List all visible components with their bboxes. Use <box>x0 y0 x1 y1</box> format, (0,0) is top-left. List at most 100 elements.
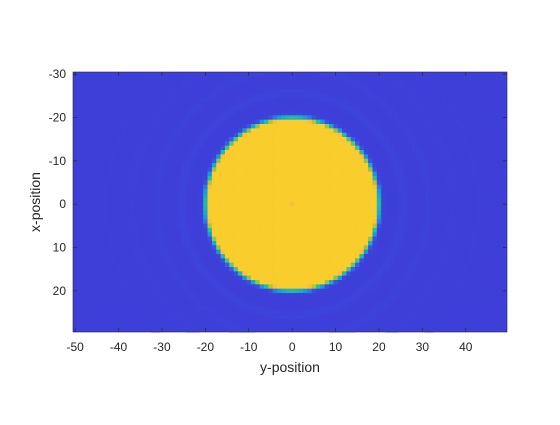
heatmap-cell <box>246 228 252 233</box>
heatmap-cell <box>424 206 430 211</box>
x-tick-label: -10 <box>240 340 258 354</box>
heatmap-cell <box>450 202 456 207</box>
heatmap-cell <box>194 102 200 107</box>
heatmap-cell <box>394 119 399 125</box>
heatmap-cell <box>250 102 256 107</box>
heatmap-cell <box>333 76 339 81</box>
heatmap-cell <box>329 158 334 164</box>
heatmap-cell <box>237 141 243 146</box>
heatmap-cell <box>194 293 200 298</box>
heatmap-cell <box>311 197 317 203</box>
heatmap-cell <box>185 241 191 246</box>
heatmap-cell <box>203 271 208 276</box>
heatmap-cell <box>303 197 308 203</box>
heatmap-cell <box>194 141 200 146</box>
heatmap-cell <box>220 249 226 255</box>
heatmap-cell <box>372 93 378 99</box>
heatmap-cell <box>246 137 252 142</box>
heatmap-cell <box>164 150 169 155</box>
heatmap-cell <box>216 167 221 172</box>
heatmap-cell <box>242 145 247 151</box>
heatmap-cell <box>372 132 378 138</box>
heatmap-cell <box>394 254 399 259</box>
heatmap-cell <box>129 106 135 112</box>
heatmap-cell <box>281 288 286 294</box>
heatmap-cell <box>324 184 330 190</box>
heatmap-cell <box>229 167 234 172</box>
heatmap-cell <box>216 215 221 220</box>
heatmap-cell <box>190 111 195 116</box>
heatmap-cell <box>311 258 317 263</box>
heatmap-cell <box>159 297 165 302</box>
heatmap-cell <box>207 314 213 320</box>
heatmap-cell <box>138 254 143 259</box>
heatmap-cell <box>190 163 195 168</box>
heatmap-cell <box>303 288 308 294</box>
heatmap-cell <box>263 158 269 164</box>
heatmap-cell <box>363 163 369 168</box>
heatmap-cell <box>242 158 247 164</box>
heatmap-cell <box>151 215 156 220</box>
heatmap-cell <box>298 145 304 151</box>
heatmap-cell <box>216 150 221 155</box>
heatmap-cell <box>290 189 295 194</box>
heatmap-cell <box>133 254 139 259</box>
heatmap-cell <box>125 119 130 125</box>
heatmap-cell <box>259 167 265 172</box>
heatmap-cell <box>329 167 334 172</box>
heatmap-cell <box>446 245 451 250</box>
heatmap-cell <box>237 137 243 142</box>
heatmap-cell <box>155 228 161 233</box>
heatmap-cell <box>250 141 256 146</box>
heatmap-cell <box>303 232 308 237</box>
heatmap-cell <box>263 193 269 198</box>
heatmap-cell <box>198 72 204 77</box>
heatmap-cell <box>198 258 204 263</box>
heatmap-cell <box>185 154 191 159</box>
heatmap-cell <box>246 245 252 250</box>
heatmap-cell <box>316 163 321 168</box>
heatmap-cell <box>272 154 278 159</box>
heatmap-cell <box>272 141 278 146</box>
heatmap-cell <box>276 163 282 168</box>
heatmap-cell <box>363 249 369 255</box>
heatmap-cell <box>229 245 234 250</box>
heatmap-cell <box>255 284 260 289</box>
heatmap-cell <box>181 197 187 203</box>
heatmap-cell <box>290 275 295 281</box>
heatmap-cell <box>337 249 343 255</box>
heatmap-cell <box>316 184 321 190</box>
heatmap-cell <box>454 115 460 120</box>
heatmap-cell <box>355 167 360 172</box>
heatmap-cell <box>350 215 356 220</box>
heatmap-cell <box>420 150 425 155</box>
heatmap-cell <box>346 102 352 107</box>
heatmap-cell <box>303 254 308 259</box>
heatmap-cell <box>224 150 230 155</box>
heatmap-cell <box>311 271 317 276</box>
heatmap-cell <box>359 150 365 155</box>
heatmap-cell <box>359 236 365 242</box>
heatmap-cell <box>229 154 234 159</box>
heatmap-cell <box>415 306 421 311</box>
heatmap-cell <box>133 180 139 185</box>
heatmap-cell <box>437 141 443 146</box>
heatmap-cell <box>237 297 243 302</box>
heatmap-cell <box>381 102 386 107</box>
y-tick-label: -20 <box>49 111 67 125</box>
heatmap-cell <box>198 267 204 272</box>
heatmap-cell <box>242 154 247 159</box>
heatmap-cell <box>420 223 425 229</box>
heatmap-cell <box>290 267 295 272</box>
heatmap-cell <box>255 215 260 220</box>
heatmap-cell <box>359 245 365 250</box>
heatmap-cell <box>472 236 477 242</box>
heatmap-cell <box>290 193 295 198</box>
heatmap-cell <box>420 180 425 185</box>
heatmap-cell <box>168 271 174 276</box>
heatmap-cell <box>281 171 286 177</box>
heatmap-cell <box>342 258 347 263</box>
heatmap-cell <box>459 275 464 281</box>
heatmap-cell <box>207 310 213 315</box>
